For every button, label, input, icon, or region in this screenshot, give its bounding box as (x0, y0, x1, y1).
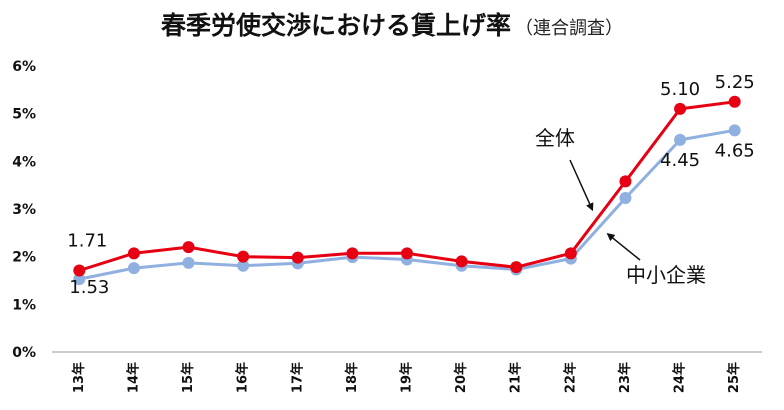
data-point (182, 241, 195, 254)
data-point (728, 95, 741, 108)
data-point (455, 255, 468, 268)
data-point (674, 102, 687, 115)
x-tick-label: 17年 (289, 362, 305, 393)
x-tick-label: 22年 (562, 362, 578, 393)
x-tick-label: 16年 (235, 362, 251, 393)
data-point (182, 256, 195, 269)
x-tick-label: 14年 (125, 362, 141, 393)
data-point (127, 247, 140, 260)
x-tick-label: 23年 (617, 362, 633, 393)
data-point (73, 273, 86, 286)
annotation-label: 中小企業 (626, 263, 706, 287)
annotation-arrow (569, 159, 594, 212)
x-tick-label: 24年 (672, 362, 688, 393)
data-label: 5.25 (715, 72, 755, 93)
data-point (728, 124, 741, 137)
data-label: 1.71 (67, 230, 107, 251)
y-tick-label: 6% (12, 59, 36, 75)
data-point (237, 259, 250, 272)
data-point (619, 175, 632, 188)
data-point (401, 247, 413, 260)
y-tick-label: 0% (12, 345, 36, 361)
x-tick-label: 20年 (453, 362, 469, 393)
y-tick-label: 1% (12, 297, 36, 313)
data-point (127, 262, 140, 275)
y-tick-label: 4% (12, 154, 36, 170)
x-tick-label: 13年 (71, 362, 87, 393)
y-tick-label: 3% (12, 202, 36, 218)
data-label: 4.65 (715, 140, 755, 161)
data-label: 5.10 (660, 79, 700, 100)
annotation-arrow (606, 233, 641, 261)
chart-title: 春季労使交渉における賃上げ率 (160, 11, 511, 40)
data-label: 1.53 (69, 277, 109, 298)
data-point (564, 247, 577, 260)
data-label: 4.45 (660, 150, 700, 171)
y-tick-label: 5% (12, 107, 36, 123)
x-tick-label: 25年 (726, 362, 742, 393)
data-point (346, 247, 359, 260)
data-point (73, 264, 86, 277)
chart-subtitle: （連合調査） (515, 18, 623, 39)
chart-title-block: 春季労使交渉における賃上げ率 （連合調査） (0, 6, 784, 42)
x-tick-label: 15年 (180, 362, 196, 393)
y-tick-label: 2% (12, 250, 36, 266)
data-point (291, 251, 304, 264)
data-point (510, 261, 523, 274)
x-tick-label: 19年 (399, 362, 415, 393)
x-tick-label: 21年 (508, 362, 524, 393)
data-point (619, 192, 632, 205)
data-point (237, 250, 250, 263)
annotation-label: 全体 (535, 126, 575, 150)
data-point (674, 133, 687, 146)
x-tick-label: 18年 (344, 362, 360, 393)
